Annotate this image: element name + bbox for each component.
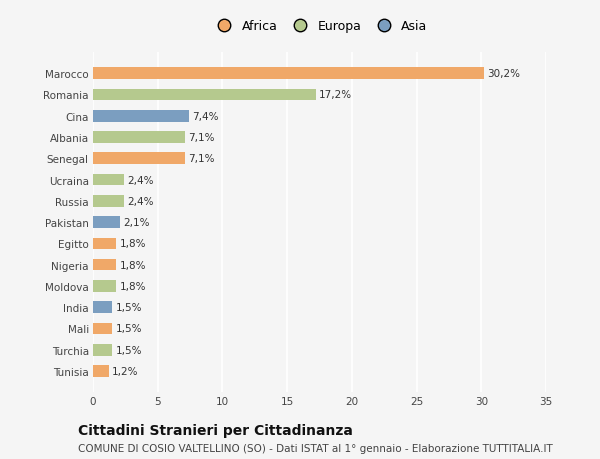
Text: 1,8%: 1,8% <box>119 239 146 249</box>
Text: 2,1%: 2,1% <box>124 218 150 228</box>
Bar <box>93 90 316 101</box>
Text: 1,5%: 1,5% <box>116 302 142 313</box>
Bar <box>93 217 120 229</box>
Legend: Africa, Europa, Asia: Africa, Europa, Asia <box>206 15 433 38</box>
Bar <box>93 280 116 292</box>
Text: 2,4%: 2,4% <box>127 175 154 185</box>
Text: 7,1%: 7,1% <box>188 133 215 143</box>
Text: 1,5%: 1,5% <box>116 324 142 334</box>
Bar <box>93 302 112 313</box>
Bar <box>93 68 484 80</box>
Bar <box>93 132 185 144</box>
Bar <box>93 238 116 250</box>
Text: COMUNE DI COSIO VALTELLINO (SO) - Dati ISTAT al 1° gennaio - Elaborazione TUTTIT: COMUNE DI COSIO VALTELLINO (SO) - Dati I… <box>78 443 553 453</box>
Bar <box>93 365 109 377</box>
Text: 1,5%: 1,5% <box>116 345 142 355</box>
Text: 2,4%: 2,4% <box>127 196 154 207</box>
Text: 17,2%: 17,2% <box>319 90 352 100</box>
Text: 30,2%: 30,2% <box>487 69 520 79</box>
Bar <box>93 323 112 335</box>
Bar <box>93 259 116 271</box>
Text: 1,2%: 1,2% <box>112 366 138 376</box>
Bar <box>93 111 189 123</box>
Text: 7,4%: 7,4% <box>192 112 218 122</box>
Text: 1,8%: 1,8% <box>119 260 146 270</box>
Bar <box>93 196 124 207</box>
Text: Cittadini Stranieri per Cittadinanza: Cittadini Stranieri per Cittadinanza <box>78 423 353 437</box>
Text: 1,8%: 1,8% <box>119 281 146 291</box>
Bar <box>93 153 185 165</box>
Bar <box>93 344 112 356</box>
Text: 7,1%: 7,1% <box>188 154 215 164</box>
Bar <box>93 174 124 186</box>
